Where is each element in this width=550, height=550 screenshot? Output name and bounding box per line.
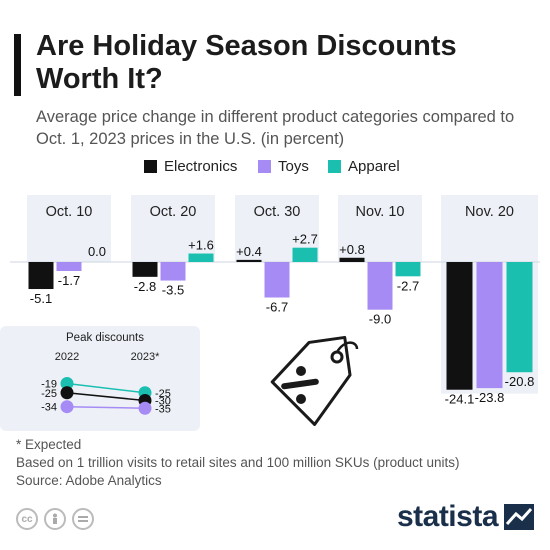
data-label: -2.7 xyxy=(397,278,419,293)
inset-point-toys xyxy=(138,401,152,415)
bar-toys xyxy=(367,262,393,310)
inset-value-label: -34 xyxy=(41,402,57,414)
inset-value-label: -30 xyxy=(155,396,171,408)
legend-item-electronics: Electronics xyxy=(144,158,237,175)
discount-tag-icon xyxy=(270,335,359,426)
statista-logo[interactable]: statista xyxy=(397,500,534,534)
methodology-note: Based on 1 trillion visits to retail sit… xyxy=(16,455,460,470)
inset-point-apparel xyxy=(60,376,74,390)
chart-legend: Electronics Toys Apparel xyxy=(0,158,550,180)
inset-point-toys xyxy=(60,400,74,414)
page-subtitle: Average price change in different produc… xyxy=(36,108,515,148)
legend-swatch-toys xyxy=(258,160,271,173)
bar-apparel xyxy=(292,247,318,262)
data-label: -5.1 xyxy=(30,291,52,306)
data-label: -9.0 xyxy=(369,312,391,327)
equal-icon[interactable] xyxy=(72,508,94,530)
data-label: -23.8 xyxy=(475,390,505,405)
inset-line-toys xyxy=(66,405,146,409)
category-label: Nov. 10 xyxy=(356,204,405,220)
legend-item-apparel: Apparel xyxy=(328,158,400,175)
license-icons: cc xyxy=(16,508,94,530)
title-accent-bar xyxy=(14,34,21,96)
inset-line-electronics xyxy=(66,392,146,402)
bar-electronics xyxy=(28,262,54,290)
data-label: +1.6 xyxy=(188,238,214,253)
inset-year-label: 2022 xyxy=(55,351,79,363)
bar-chart: Oct. 10 Oct. 20 Oct. 30 Nov. 10 Nov. 20-5.1-… xyxy=(10,195,540,407)
inset-year-label: 2023* xyxy=(131,351,160,363)
bar-apparel xyxy=(395,262,421,277)
bar-apparel xyxy=(188,253,214,262)
data-label: +0.4 xyxy=(236,244,262,259)
data-label: -6.7 xyxy=(266,300,288,315)
legend-label: Toys xyxy=(278,158,309,175)
bar-toys xyxy=(56,262,82,272)
category-label: Oct. 10 xyxy=(46,204,93,220)
legend-label: Apparel xyxy=(348,158,400,175)
inset-line-apparel xyxy=(66,382,146,394)
footnote: * Expected xyxy=(16,437,82,452)
bar-electronics xyxy=(236,259,262,262)
data-label: -1.7 xyxy=(58,273,80,288)
bar-toys xyxy=(264,262,290,298)
legend-swatch-apparel xyxy=(328,160,341,173)
legend-swatch-electronics xyxy=(144,160,157,173)
person-icon[interactable] xyxy=(44,508,66,530)
data-label: -20.8 xyxy=(505,374,535,389)
bar-electronics xyxy=(132,262,158,277)
category-label: Oct. 30 xyxy=(254,204,301,220)
chart-footer: * Expected Based on 1 trillion visits to… xyxy=(16,436,536,490)
bar-apparel xyxy=(506,262,533,373)
bar-electronics xyxy=(339,257,365,262)
category-panel xyxy=(338,195,422,262)
inset-value-label: -19 xyxy=(41,378,57,390)
legend-item-toys: Toys xyxy=(258,158,309,175)
source-note: Source: Adobe Analytics xyxy=(16,473,162,488)
legend-label: Electronics xyxy=(164,158,238,175)
data-label: -3.5 xyxy=(162,283,184,298)
page-title: Are Holiday Season Discounts Worth It? xyxy=(36,30,457,95)
inset-point-electronics xyxy=(60,386,74,400)
statista-logo-icon xyxy=(504,504,534,530)
inset-value-label: -35 xyxy=(155,403,171,415)
bar-toys xyxy=(160,262,186,281)
bar-toys xyxy=(476,262,503,389)
data-label: +2.7 xyxy=(292,232,318,247)
category-panel xyxy=(131,195,215,262)
category-label: Oct. 20 xyxy=(150,204,197,220)
category-label: Nov. 20 xyxy=(465,204,514,220)
inset-title: Peak discounts xyxy=(66,332,144,344)
data-label: -24.1 xyxy=(445,392,475,407)
cc-icon[interactable]: cc xyxy=(16,508,38,530)
category-panel xyxy=(27,195,111,262)
brand-name: statista xyxy=(396,500,499,533)
inset-value-label: -25 xyxy=(41,388,57,400)
data-label: +0.8 xyxy=(339,242,365,257)
inset-value-label: -25 xyxy=(155,388,171,400)
bar-electronics xyxy=(446,262,473,390)
data-label: 0.0 xyxy=(88,244,106,259)
data-label: -2.8 xyxy=(134,279,156,294)
